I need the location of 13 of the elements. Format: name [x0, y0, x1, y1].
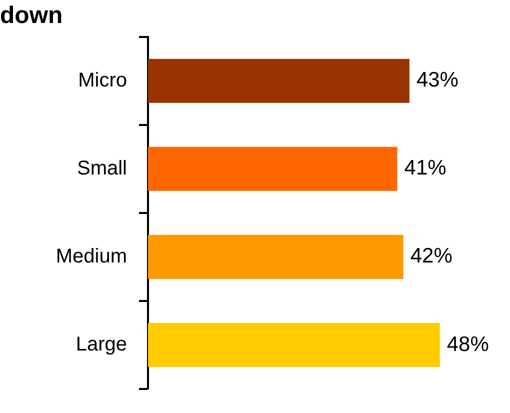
bar: [148, 146, 398, 191]
bar: [148, 322, 440, 367]
bar: [148, 234, 404, 279]
bar: [148, 58, 410, 103]
chart-title: down: [0, 2, 63, 30]
data-label: 48%: [446, 332, 489, 356]
y-tick-label: Medium: [56, 245, 127, 268]
y-tick-label: Small: [76, 157, 127, 180]
data-label: 41%: [404, 156, 446, 180]
data-label: 43%: [416, 68, 458, 92]
y-tick-label: Large: [76, 333, 127, 356]
y-tick-label: Micro: [78, 69, 127, 92]
data-label: 42%: [410, 244, 452, 268]
